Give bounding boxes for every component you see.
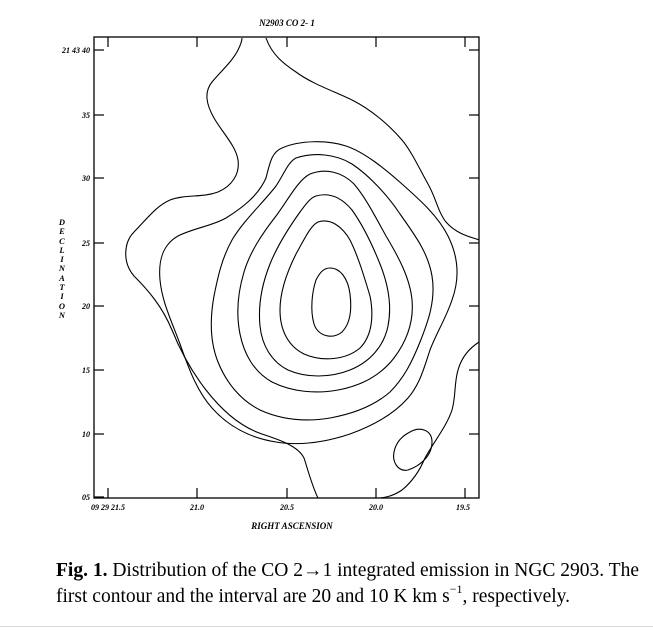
contour-level-2	[159, 141, 458, 445]
y-tick-label: 21 43 40	[61, 46, 90, 55]
contour-level-3	[210, 154, 434, 421]
y-axis-title-letter: O	[58, 300, 66, 311]
y-tick-label: 20	[81, 302, 90, 311]
y-axis-title-letter: A	[59, 272, 65, 283]
contour-level-5	[258, 194, 391, 377]
contour-level-6	[279, 220, 373, 360]
y-tick-label: 30	[81, 174, 90, 183]
y-axis-title-letter: D	[58, 217, 66, 227]
y-axis-title-letter: L	[59, 244, 65, 255]
contour-lines	[125, 37, 480, 499]
x-axis-title: RIGHT ASCENSION	[250, 521, 333, 531]
caption-text: , respectively.	[462, 586, 571, 607]
y-axis-title-letter: N	[58, 263, 66, 274]
figure-caption: Fig. 1. Distribution of the CO 2→1 integ…	[56, 558, 646, 610]
y-axis-title-letter: I	[60, 291, 64, 302]
plot-title: N2903 CO 2- 1	[258, 18, 315, 28]
y-axis-title-letter: T	[59, 282, 65, 293]
y-axis-title-letter: N	[58, 309, 66, 320]
caption-superscript: −1	[449, 582, 463, 596]
x-tick-label: 20.0	[368, 503, 383, 512]
page-divider	[0, 626, 653, 627]
y-tick-labels: 21 43 40 35 30 25 20 15 10 05	[61, 46, 90, 502]
x-axis-ticks	[107, 37, 466, 498]
y-axis-title: D E C L I N A T I O N	[55, 217, 69, 320]
caption-text: 1 integrated emission in NGC 2903. The f…	[56, 560, 639, 607]
x-tick-label: 21.0	[189, 503, 204, 512]
contour-island	[393, 428, 433, 471]
y-tick-label: 35	[81, 111, 90, 120]
caption-text: Distribution of the CO 2	[112, 560, 304, 581]
contour-figure: N2903 CO 2- 1	[61, 18, 480, 531]
contour-level-7	[311, 267, 352, 337]
x-tick-label: 09 29 21.5	[91, 503, 125, 512]
y-tick-label: 05	[82, 493, 90, 502]
contour-level-1	[125, 37, 480, 499]
y-axis-ticks	[94, 49, 479, 498]
caption-label: Fig. 1.	[56, 560, 108, 581]
x-tick-label: 19.5	[456, 503, 470, 512]
y-tick-label: 25	[81, 239, 90, 248]
caption-arrow: →	[303, 560, 323, 581]
y-tick-label: 15	[82, 366, 90, 375]
y-axis-title-letter: I	[60, 254, 64, 265]
contour-level-4	[237, 170, 413, 393]
x-tick-labels: 09 29 21.5 21.0 20.5 20.0 19.5	[91, 503, 470, 512]
y-axis-title-letter: E	[59, 226, 65, 237]
x-tick-label: 20.5	[279, 503, 294, 512]
y-tick-label: 10	[82, 430, 90, 439]
y-axis-title-letter: C	[59, 235, 65, 246]
